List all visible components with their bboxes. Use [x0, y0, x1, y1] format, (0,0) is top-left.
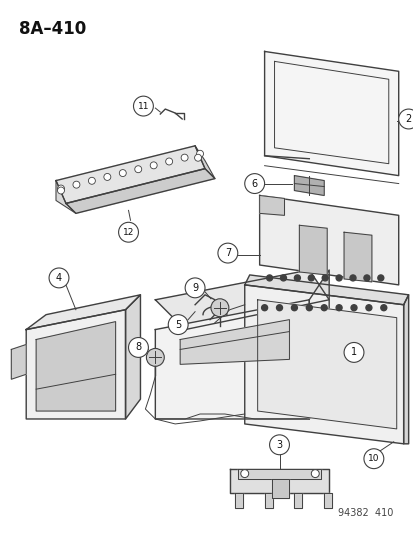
Polygon shape: [195, 146, 214, 179]
Text: 1: 1: [350, 348, 356, 358]
Circle shape: [240, 470, 248, 478]
Circle shape: [217, 243, 237, 263]
Circle shape: [57, 185, 64, 192]
Circle shape: [349, 275, 355, 281]
Polygon shape: [299, 225, 326, 275]
Polygon shape: [274, 61, 388, 164]
Circle shape: [280, 275, 286, 281]
Text: 9: 9: [192, 283, 198, 293]
Polygon shape: [309, 270, 328, 419]
Circle shape: [135, 166, 141, 173]
Circle shape: [363, 275, 369, 281]
Circle shape: [88, 177, 95, 184]
Circle shape: [146, 349, 164, 366]
Polygon shape: [294, 494, 301, 508]
Polygon shape: [259, 196, 398, 285]
Circle shape: [343, 343, 363, 362]
Circle shape: [363, 449, 383, 469]
Circle shape: [308, 275, 313, 281]
Circle shape: [244, 174, 264, 193]
Polygon shape: [155, 300, 309, 419]
Text: 5: 5: [175, 320, 181, 329]
Text: 8: 8: [135, 343, 141, 352]
Polygon shape: [244, 285, 403, 444]
Circle shape: [119, 169, 126, 176]
Polygon shape: [180, 320, 289, 365]
Circle shape: [194, 154, 201, 161]
Circle shape: [377, 275, 383, 281]
Polygon shape: [259, 196, 284, 215]
Text: 12: 12: [123, 228, 134, 237]
Polygon shape: [11, 344, 26, 379]
Circle shape: [398, 109, 413, 129]
Polygon shape: [403, 295, 408, 444]
Circle shape: [320, 305, 326, 311]
Polygon shape: [26, 310, 125, 419]
Polygon shape: [323, 494, 331, 508]
Circle shape: [365, 305, 371, 311]
Polygon shape: [155, 270, 328, 329]
Text: 2: 2: [404, 114, 411, 124]
Polygon shape: [257, 300, 396, 429]
Circle shape: [350, 305, 356, 311]
Polygon shape: [264, 494, 272, 508]
Text: 94382  410: 94382 410: [337, 508, 393, 518]
Circle shape: [276, 305, 282, 311]
Polygon shape: [294, 175, 323, 196]
Circle shape: [57, 187, 64, 194]
Polygon shape: [56, 181, 76, 213]
Circle shape: [196, 150, 203, 157]
Circle shape: [180, 154, 188, 161]
Polygon shape: [26, 295, 140, 329]
Circle shape: [261, 305, 267, 311]
Text: 3: 3: [276, 440, 282, 450]
Circle shape: [291, 305, 297, 311]
Polygon shape: [264, 52, 398, 175]
Circle shape: [380, 305, 386, 311]
Circle shape: [73, 181, 80, 188]
Circle shape: [211, 299, 228, 317]
Polygon shape: [237, 469, 320, 479]
Polygon shape: [125, 295, 140, 419]
Polygon shape: [56, 146, 204, 204]
Text: 4: 4: [56, 273, 62, 283]
Circle shape: [165, 158, 172, 165]
Circle shape: [321, 275, 328, 281]
Text: 6: 6: [251, 179, 257, 189]
Circle shape: [118, 222, 138, 242]
Circle shape: [269, 435, 289, 455]
Polygon shape: [66, 168, 214, 213]
Circle shape: [306, 305, 311, 311]
Circle shape: [168, 314, 188, 335]
Text: 11: 11: [138, 102, 149, 110]
Circle shape: [104, 173, 111, 180]
Circle shape: [266, 275, 272, 281]
Circle shape: [49, 268, 69, 288]
Circle shape: [311, 470, 318, 478]
Polygon shape: [343, 232, 371, 282]
Circle shape: [294, 275, 300, 281]
Circle shape: [133, 96, 153, 116]
Text: 7: 7: [224, 248, 230, 258]
Text: 8A–410: 8A–410: [19, 20, 86, 38]
Polygon shape: [271, 479, 289, 498]
Polygon shape: [234, 494, 242, 508]
Circle shape: [335, 305, 341, 311]
Circle shape: [150, 162, 157, 169]
Text: 10: 10: [367, 454, 379, 463]
Circle shape: [128, 337, 148, 358]
Polygon shape: [244, 275, 408, 305]
Polygon shape: [36, 321, 115, 411]
Circle shape: [185, 278, 204, 298]
Circle shape: [335, 275, 341, 281]
Polygon shape: [229, 469, 328, 494]
